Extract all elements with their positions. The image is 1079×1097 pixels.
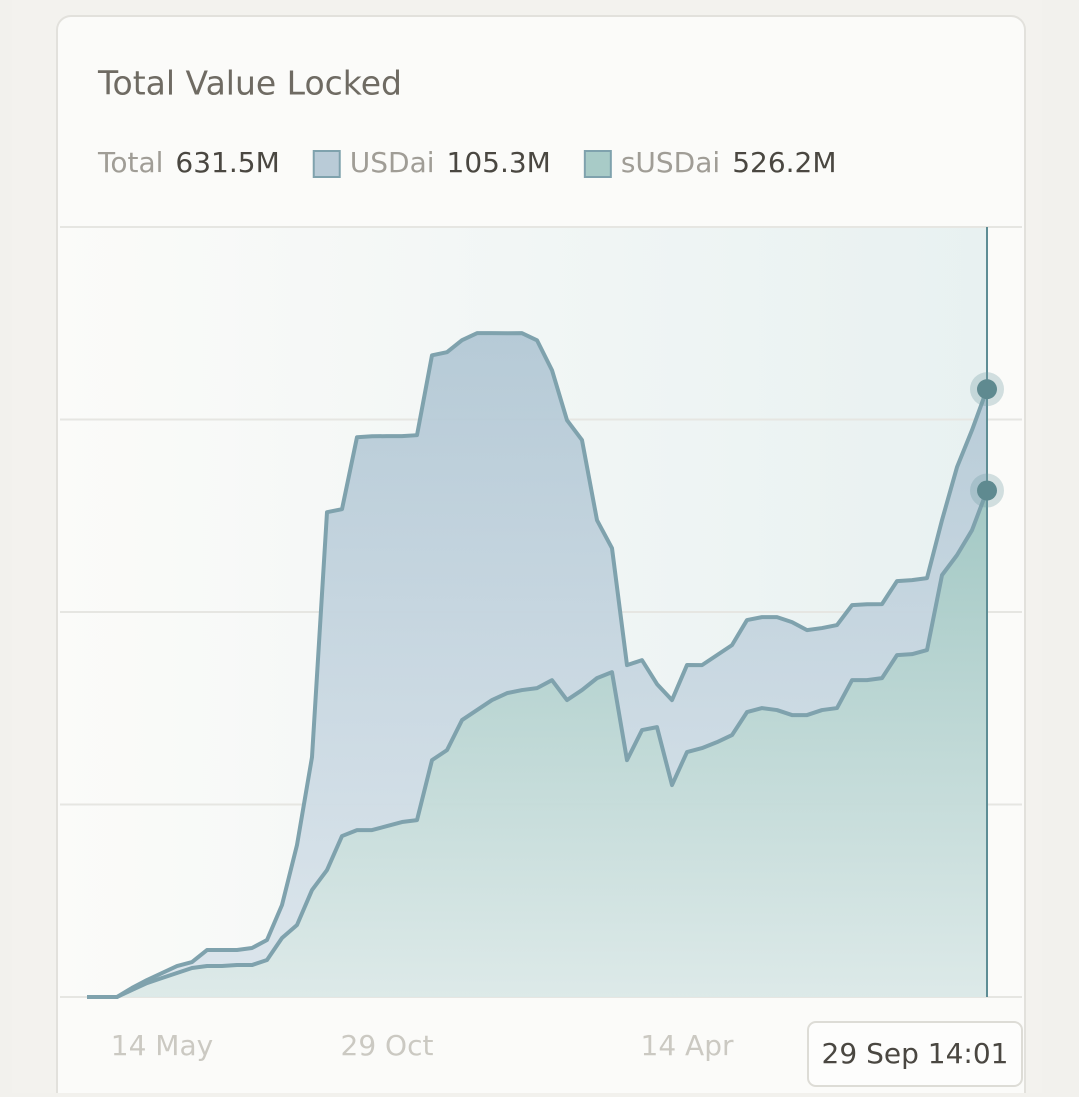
legend-value: 105.3M (447, 146, 551, 179)
cursor-label-box (807, 1021, 1023, 1087)
chart-title: Total Value Locked (97, 64, 402, 103)
legend-label: Total (97, 146, 163, 179)
x-tick-label: 29 Oct (341, 1029, 434, 1062)
plot: 14 May 29 Oct 14 Apr 29 Sep 14:01 (60, 226, 1023, 1087)
series-line (87, 489, 989, 999)
legend-swatch (312, 150, 341, 178)
legend-label: sUSDai (621, 146, 720, 179)
hover-dot (977, 480, 997, 501)
legend-swatch (583, 150, 612, 178)
cursor-label-text: 29 Sep 14:01 (822, 1037, 1009, 1070)
series-line (87, 331, 989, 999)
legend: Total 631.5M USDai 105.3M sUSDai 526.2M (97, 146, 837, 179)
legend-value: 631.5M (175, 146, 279, 179)
area (87, 490, 987, 997)
legend-value: 526.2M (732, 146, 836, 179)
hover-dot (977, 379, 997, 400)
cursor-label: 29 Sep 14:01 (807, 1021, 1023, 1087)
x-tick-label: 14 May (111, 1029, 213, 1062)
x-tick-label: 14 Apr (641, 1029, 734, 1062)
area (87, 333, 987, 997)
legend-label: USDai (350, 146, 435, 179)
